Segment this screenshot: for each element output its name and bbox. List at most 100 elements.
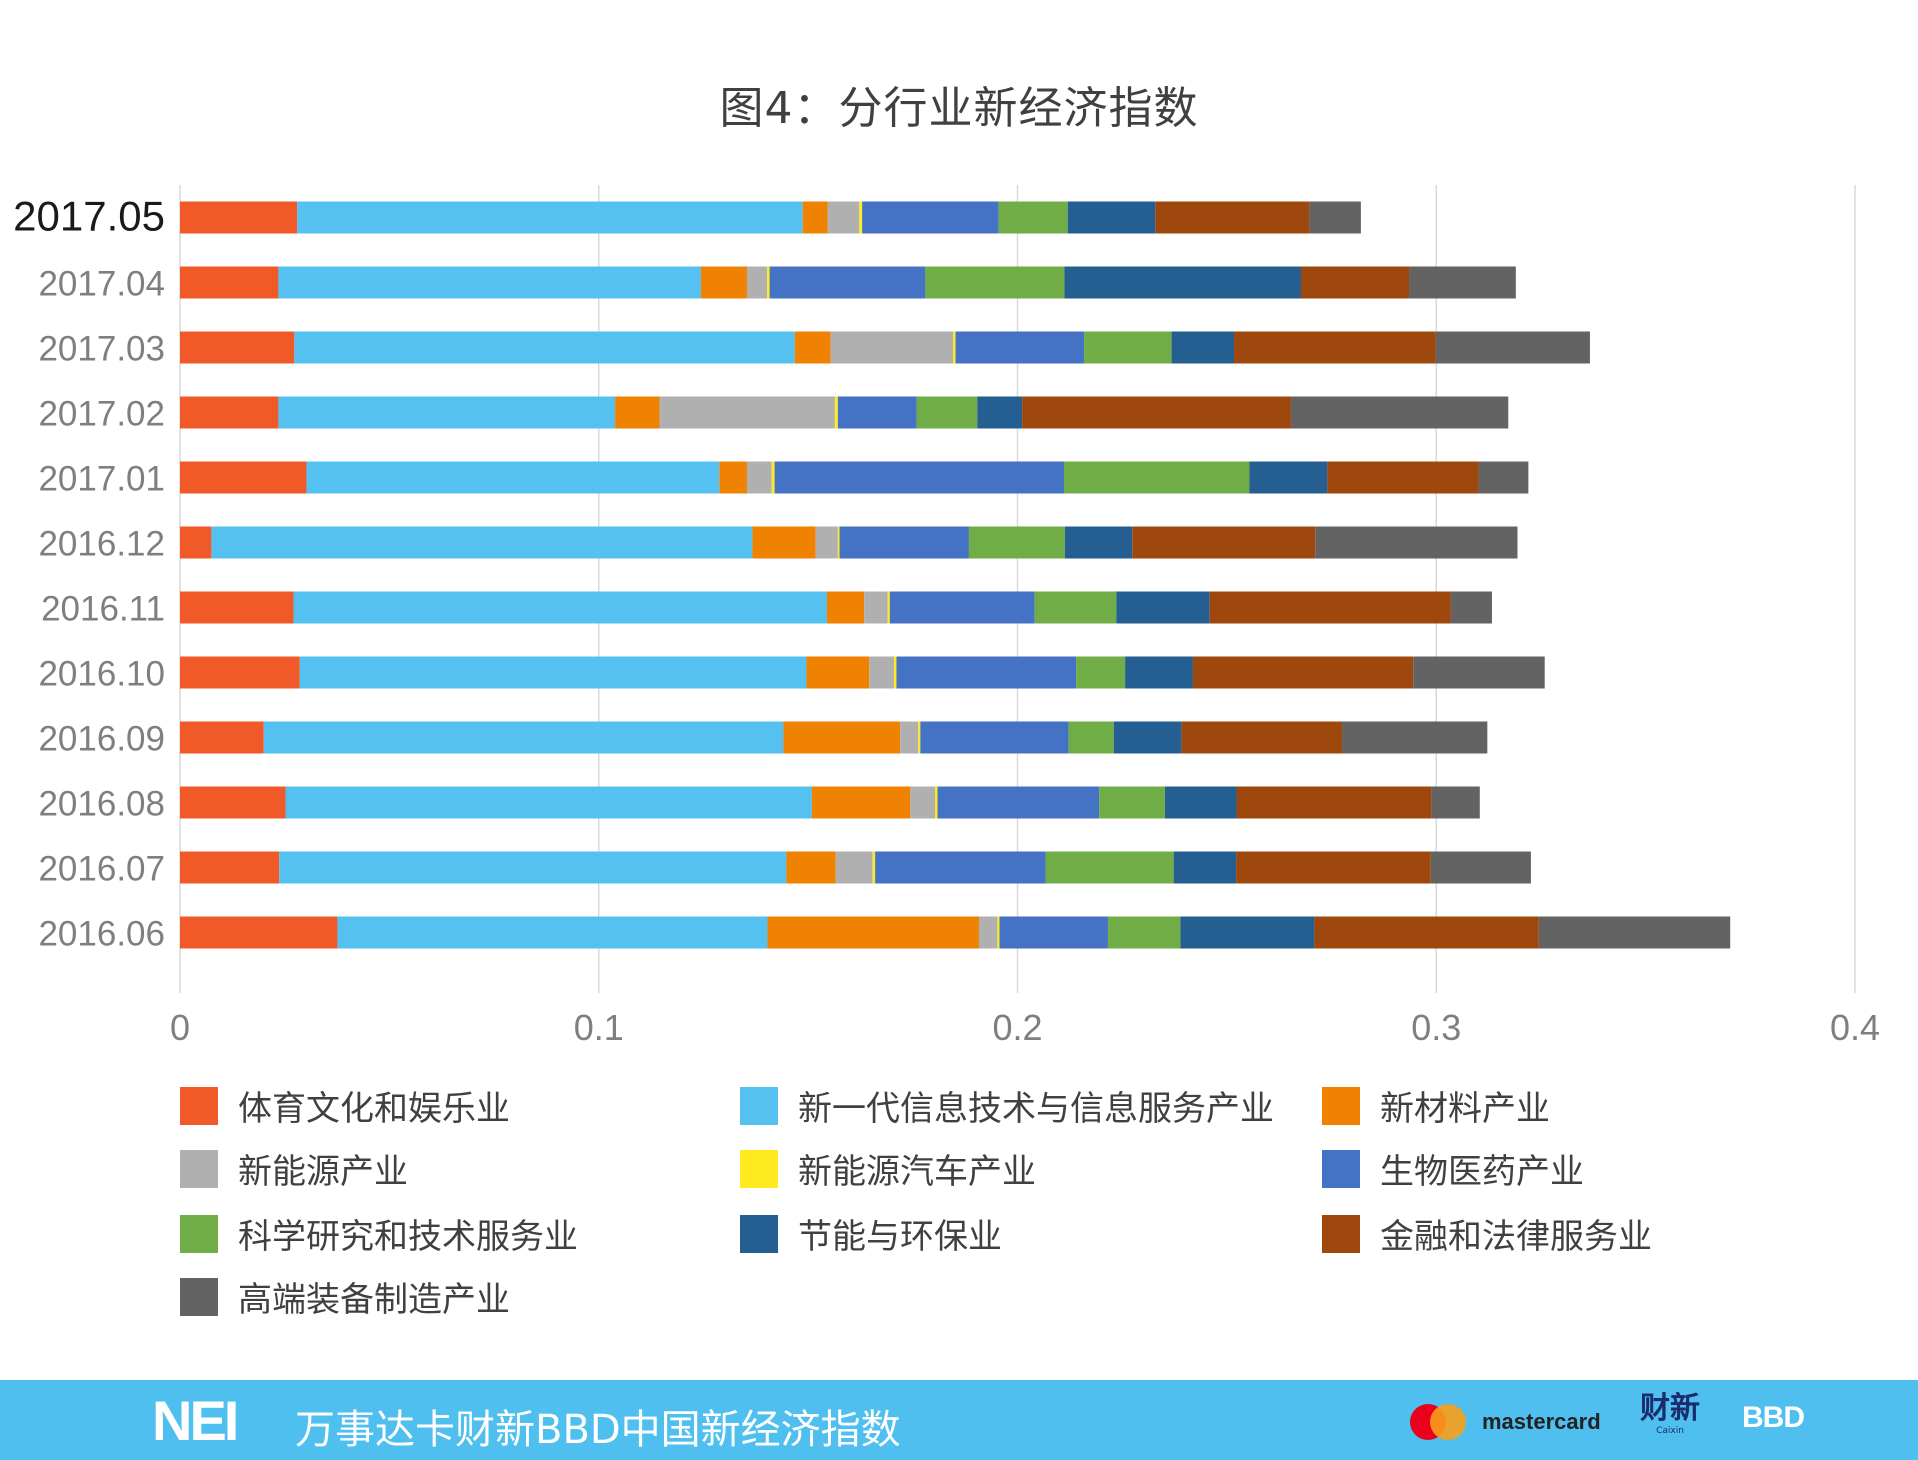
- bar-segment: [180, 721, 264, 754]
- bar-segment: [977, 396, 1023, 429]
- y-tick-label: 2016.11: [41, 590, 165, 629]
- bar-segment: [935, 786, 938, 819]
- bar-segment: [1450, 591, 1492, 624]
- bar-segment: [774, 461, 1064, 494]
- bar-segment: [180, 786, 286, 819]
- bar-segment: [999, 916, 1108, 949]
- bar-segment: [937, 786, 1100, 819]
- bar-segment: [783, 721, 901, 754]
- bar-segment: [811, 786, 911, 819]
- bar-segment: [615, 396, 660, 429]
- bar-segment: [893, 656, 897, 689]
- bar-segment: [1022, 396, 1291, 429]
- bar-segment: [1192, 656, 1414, 689]
- y-tick-label: 2017.05: [13, 193, 165, 240]
- bar-segment: [997, 916, 1000, 949]
- bar-segment: [1084, 331, 1172, 364]
- bar-segment: [978, 916, 998, 949]
- bar-segment: [1171, 331, 1234, 364]
- y-tick-label: 2017.01: [38, 460, 165, 499]
- bar-segment: [1181, 721, 1343, 754]
- bar-segment: [815, 526, 838, 559]
- bar-segment: [180, 526, 212, 559]
- bar-segment: [767, 266, 770, 299]
- bar-segment: [968, 526, 1065, 559]
- bar-segment: [1116, 591, 1210, 624]
- bar-segment: [1236, 851, 1431, 884]
- bar-segment: [1431, 786, 1480, 819]
- bar-segment: [889, 591, 1035, 624]
- x-tick-label: 0.3: [1411, 1007, 1461, 1048]
- bar-segment: [180, 461, 307, 494]
- bar-segment: [1155, 201, 1310, 234]
- bar-segment: [910, 786, 936, 819]
- bar-segment: [1327, 461, 1479, 494]
- bar-segment: [1076, 656, 1126, 689]
- x-tick-label: 0.4: [1830, 1007, 1880, 1048]
- bar-segment: [826, 591, 865, 624]
- bar-segment: [1064, 266, 1301, 299]
- bar-segment: [827, 201, 860, 234]
- bar-segment: [211, 526, 753, 559]
- bar-segment: [864, 591, 888, 624]
- y-tick-label: 2016.06: [38, 915, 165, 954]
- bar-segment: [1125, 656, 1193, 689]
- bar-segment: [920, 721, 1069, 754]
- bar-segment: [835, 851, 873, 884]
- bar-segment: [746, 266, 768, 299]
- y-tick-label: 2016.09: [38, 720, 165, 759]
- bar-segment: [859, 201, 863, 234]
- bar-segment: [1315, 526, 1518, 559]
- x-tick-label: 0.2: [992, 1007, 1042, 1048]
- bar-segment: [1067, 201, 1156, 234]
- bar-segment: [1064, 526, 1133, 559]
- bar-segment: [659, 396, 835, 429]
- bar-segment: [1233, 331, 1436, 364]
- bar-segment: [1309, 201, 1361, 234]
- bar-segment: [1342, 721, 1488, 754]
- bar-segment: [1063, 461, 1250, 494]
- bar-segment: [278, 396, 616, 429]
- y-tick-label: 2017.04: [38, 265, 165, 304]
- bar-segment: [180, 591, 294, 624]
- footer-banner: NEI 万事达卡财新BBD中国新经济指数 mastercard 财新 Caixi…: [0, 1380, 1918, 1460]
- bar-segment: [278, 266, 701, 299]
- bar-segment: [1107, 916, 1181, 949]
- caixin-logo-en: Caixin: [1656, 1426, 1684, 1436]
- bar-segment: [1430, 851, 1531, 884]
- bar-segment: [180, 331, 295, 364]
- bar-segment: [872, 851, 876, 884]
- bar-segment: [953, 331, 956, 364]
- bar-segment: [1409, 266, 1516, 299]
- y-tick-label: 2017.03: [38, 330, 165, 369]
- bar-segment: [1173, 851, 1237, 884]
- bar-segment: [719, 461, 747, 494]
- y-tick-label: 2016.10: [38, 655, 165, 694]
- x-tick-label: 0: [170, 1007, 190, 1048]
- bar-segment: [786, 851, 836, 884]
- bar-segment: [700, 266, 747, 299]
- nei-logo: NEI: [152, 1389, 239, 1452]
- bar-segment: [294, 331, 795, 364]
- bar-segment: [806, 656, 870, 689]
- bar-segment: [1132, 526, 1316, 559]
- bar-segment: [1113, 721, 1182, 754]
- bar-segment: [918, 721, 921, 754]
- bars: [180, 201, 1731, 949]
- bar-segment: [869, 656, 894, 689]
- bar-segment: [1249, 461, 1328, 494]
- bar-segment: [837, 526, 840, 559]
- bar-segment: [1068, 721, 1114, 754]
- caixin-logo-cn: 财新: [1640, 1391, 1700, 1426]
- bar-segment: [1435, 331, 1590, 364]
- bar-segment: [862, 201, 999, 234]
- bar-segment: [834, 396, 838, 429]
- bar-segment: [839, 526, 969, 559]
- y-axis-labels: 2017.05 2017.04 2017.03 2017.02 2017.01 2016.…: [13, 193, 165, 954]
- bar-segment: [299, 656, 807, 689]
- bar-segment: [771, 461, 775, 494]
- bar-segment: [1180, 916, 1315, 949]
- bar-segment: [180, 851, 280, 884]
- bar-segment: [794, 331, 831, 364]
- bar-segment: [746, 461, 772, 494]
